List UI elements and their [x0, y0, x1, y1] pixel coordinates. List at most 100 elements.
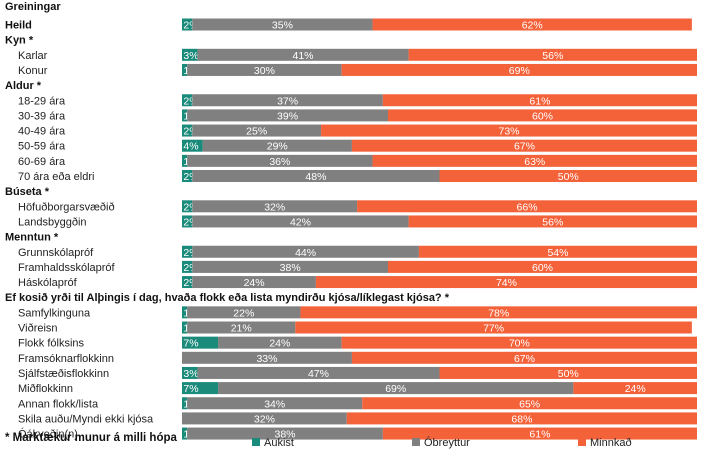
- row-label: Háskólapróf: [18, 277, 78, 289]
- bar-segment-minnkað: [382, 427, 697, 440]
- bar-value-label: 66%: [517, 201, 538, 213]
- group-header-row: Kyn *: [5, 35, 34, 47]
- bar-segment-aukist: [182, 427, 188, 440]
- bar-row: Grunnskólapróf 2% 44% 54%: [18, 245, 697, 259]
- bar-segment-minnkað: [408, 48, 697, 61]
- bar-segment-aukist: [182, 109, 188, 122]
- bar-value-label: 77%: [483, 323, 504, 335]
- legend-label: Minnkað: [590, 437, 632, 449]
- bar-segment-minnkað: [341, 63, 697, 76]
- bar-segment-óbreyttur: [187, 109, 388, 122]
- bar-segment-minnkað: [341, 336, 697, 349]
- bar-row: Framhaldsskólapróf 2% 38% 60%: [18, 260, 697, 274]
- bar-value-label: 22%: [233, 307, 254, 319]
- bar-row: 30-39 ára1%39%60%: [18, 109, 697, 122]
- bar-segment-óbreyttur: [192, 245, 419, 258]
- bar-value-label: 24%: [244, 277, 265, 289]
- bar-segment-minnkað: [372, 18, 692, 31]
- bar-segment-minnkað: [357, 200, 697, 213]
- bar-segment-óbreyttur: [187, 397, 363, 410]
- group-header-label: Kyn *: [5, 35, 34, 47]
- bar-segment-óbreyttur: [182, 412, 347, 425]
- bar-segment-óbreyttur: [187, 306, 301, 319]
- bar-value-label: 70%: [509, 338, 530, 350]
- bar-segment-óbreyttur: [187, 321, 296, 334]
- bar-value-label: 44%: [295, 247, 316, 259]
- bar-value-label: 67%: [514, 141, 535, 153]
- bar-segment-aukist: [182, 94, 193, 107]
- bar-row: Óákveðin(n)1%38%61%: [18, 427, 697, 441]
- bar-value-label: 78%: [488, 307, 509, 319]
- bar-value-label: 62%: [522, 20, 543, 32]
- bar-segment-aukist: [182, 260, 193, 273]
- bar-value-label: 41%: [293, 50, 314, 62]
- bar-value-label: 4%: [183, 141, 198, 153]
- bar-segment-aukist: [182, 200, 193, 213]
- bar-segment-óbreyttur: [192, 260, 388, 273]
- bar-segment-óbreyttur: [192, 124, 322, 137]
- bar-segment-óbreyttur: [202, 139, 352, 152]
- bar-value-label: 32%: [264, 201, 285, 213]
- bar-value-label: 32%: [254, 413, 275, 425]
- bar-value-label: 38%: [280, 262, 301, 274]
- row-label: Skila auðu/Myndi ekki kjósa: [18, 413, 154, 425]
- bar-row: Sjálfstæðisflokkinn 3% 47% 50%: [18, 366, 697, 380]
- legend-label: Aukist: [264, 437, 294, 449]
- bar-segment-aukist: [182, 215, 193, 228]
- bar-value-label: 54%: [547, 247, 568, 259]
- legend-swatch: [578, 438, 586, 446]
- bar-segment-óbreyttur: [192, 94, 383, 107]
- bar-value-label: 24%: [625, 383, 646, 395]
- group-header-row: Aldur *: [5, 80, 42, 92]
- group-header-row: Ef kosið yrði til Alþingis í dag, hvaða …: [5, 292, 450, 304]
- chart-title: Greiningar: [5, 1, 61, 13]
- bar-segment-aukist: [182, 306, 188, 319]
- bar-value-label: 25%: [246, 126, 267, 138]
- row-label: 60-69 ára: [18, 156, 66, 168]
- bar-segment-óbreyttur: [192, 215, 409, 228]
- bar-row: 70 ára eða eldri 2% 48% 50%: [18, 170, 697, 183]
- bar-value-label: 63%: [524, 156, 545, 168]
- footnote: * Marktækur munur á milli hópa: [5, 432, 177, 444]
- bar-segment-óbreyttur: [182, 351, 352, 364]
- bar-value-label: 7%: [183, 338, 198, 350]
- row-label: Annan flokk/lista: [18, 398, 99, 410]
- bar-row: Flokk fólksins 7% 24% 70%: [18, 336, 697, 350]
- bar-value-label: 73%: [499, 126, 520, 138]
- bar-value-label: 69%: [385, 383, 406, 395]
- bar-segment-óbreyttur: [192, 200, 358, 213]
- bar-value-label: 38%: [274, 429, 295, 441]
- row-label: Heild: [5, 20, 32, 32]
- bar-value-label: 21%: [231, 323, 252, 335]
- bar-segment-óbreyttur: [187, 427, 383, 440]
- bar-row: Heild 2% 35% 62%: [5, 18, 692, 32]
- bar-segment-minnkað: [346, 412, 697, 425]
- group-header-row: Menntun *: [5, 232, 59, 244]
- bar-segment-óbreyttur: [197, 366, 440, 379]
- bar-value-label: 35%: [272, 20, 293, 32]
- bar-row: Landsbyggðin 2% 42% 56%: [18, 215, 697, 228]
- bar-value-label: 33%: [256, 353, 277, 365]
- bar-segment-minnkað: [351, 351, 697, 364]
- bar-row: Höfuðborgarsvæðið 2% 32% 66%: [18, 200, 697, 213]
- bar-row: Annan flokk/lista1%34%65%: [18, 397, 697, 410]
- row-label: 18-29 ára: [18, 95, 66, 107]
- bar-row: 60-69 ára1%36%63%: [18, 154, 697, 168]
- bar-segment-aukist: [182, 397, 188, 410]
- bar-row: Viðreisn1%21%77%: [18, 321, 692, 335]
- bar-value-label: 61%: [529, 95, 550, 107]
- row-label: Karlar: [18, 50, 48, 62]
- bar-row: 40-49 ára 2% 25% 73%: [18, 124, 697, 138]
- legend-swatch: [412, 438, 420, 446]
- bar-value-label: 30%: [254, 65, 275, 77]
- group-header-label: Aldur *: [5, 80, 42, 92]
- bar-value-label: 3%: [183, 50, 198, 62]
- row-label: Framhaldsskólapróf: [18, 262, 116, 274]
- group-header-label: Menntun *: [5, 232, 59, 244]
- bar-segment-minnkað: [439, 170, 697, 182]
- bar-segment-aukist: [182, 154, 188, 167]
- bar-segment-minnkað: [382, 94, 697, 107]
- row-label: Flokk fólksins: [18, 338, 85, 350]
